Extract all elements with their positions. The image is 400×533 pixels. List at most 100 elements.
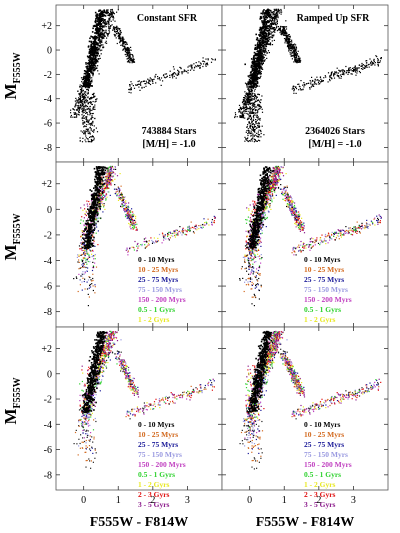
point [262, 15, 265, 18]
point [257, 66, 260, 69]
point [93, 216, 95, 219]
point [274, 17, 276, 19]
point [96, 42, 98, 44]
point [92, 106, 95, 108]
point [298, 60, 301, 62]
point [257, 45, 260, 48]
point [100, 45, 102, 47]
point [110, 10, 112, 12]
point [247, 99, 249, 101]
point [103, 26, 105, 28]
point [92, 41, 95, 44]
point [293, 88, 295, 90]
point [330, 76, 332, 78]
point [318, 83, 320, 85]
point [175, 77, 177, 79]
point [81, 81, 83, 83]
point [269, 26, 271, 28]
point [255, 109, 257, 111]
point [122, 48, 124, 50]
point [88, 223, 90, 226]
point [91, 193, 93, 195]
point [329, 76, 331, 78]
point [93, 67, 95, 69]
point [93, 221, 96, 223]
point [276, 13, 278, 15]
point [243, 97, 245, 99]
point [83, 250, 85, 252]
point [303, 82, 305, 84]
point [99, 27, 101, 30]
point [257, 80, 259, 82]
point [186, 231, 188, 233]
point [275, 17, 277, 19]
point [282, 32, 285, 34]
point [94, 39, 96, 41]
point [97, 27, 99, 29]
point [255, 76, 258, 79]
point [102, 33, 104, 35]
point [96, 131, 99, 133]
point [273, 27, 276, 29]
point [97, 70, 99, 72]
point [84, 75, 87, 78]
point [101, 33, 103, 36]
point [249, 81, 252, 83]
point [119, 42, 121, 44]
point [268, 32, 270, 34]
point [185, 234, 187, 236]
point [134, 240, 136, 243]
point [265, 40, 267, 42]
point [173, 73, 175, 75]
point [256, 53, 258, 55]
point [78, 111, 80, 114]
point [122, 199, 124, 201]
point [86, 259, 88, 261]
point [82, 117, 85, 119]
point [250, 139, 252, 141]
point [262, 25, 264, 27]
point [133, 222, 135, 224]
point [127, 50, 129, 52]
point [208, 224, 210, 226]
point [79, 137, 81, 139]
point [98, 35, 101, 38]
point [314, 82, 316, 84]
point [112, 166, 114, 168]
point [97, 211, 99, 213]
point [87, 88, 89, 90]
point [89, 217, 91, 220]
point [94, 58, 97, 61]
point [81, 114, 83, 116]
point [168, 239, 170, 241]
point [284, 29, 286, 31]
point [133, 226, 136, 228]
point [110, 25, 112, 27]
point [260, 132, 262, 135]
point [118, 35, 120, 37]
point [107, 180, 109, 182]
point [295, 58, 297, 61]
point [269, 13, 272, 16]
point [247, 100, 249, 102]
point [156, 240, 158, 242]
point [98, 22, 101, 24]
point [149, 77, 151, 79]
point [196, 229, 198, 231]
point [286, 42, 288, 44]
point [293, 53, 295, 56]
point [87, 140, 89, 142]
point [149, 83, 152, 86]
point [133, 60, 135, 62]
point [256, 37, 259, 39]
point [125, 49, 127, 51]
point [127, 216, 129, 219]
point [258, 105, 260, 107]
point [115, 168, 117, 170]
point [260, 59, 262, 62]
point [377, 58, 379, 60]
point [95, 30, 98, 32]
point [241, 113, 243, 116]
point [281, 32, 283, 34]
point [277, 17, 279, 19]
